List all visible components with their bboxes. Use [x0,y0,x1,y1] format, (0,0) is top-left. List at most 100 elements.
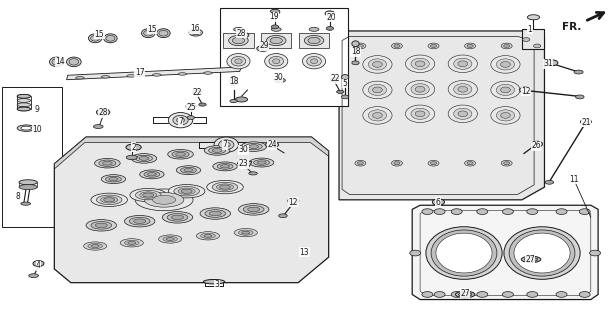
Ellipse shape [125,240,139,245]
Ellipse shape [52,59,62,65]
Ellipse shape [458,111,467,117]
Text: 22: 22 [330,74,340,83]
Ellipse shape [208,147,225,154]
Text: 13: 13 [299,248,309,257]
Ellipse shape [502,209,513,214]
Ellipse shape [431,162,437,165]
Ellipse shape [428,43,439,49]
Text: 15: 15 [95,30,104,39]
Ellipse shape [135,189,193,211]
Ellipse shape [331,77,339,82]
Text: 2: 2 [131,143,136,152]
Ellipse shape [496,84,514,95]
Ellipse shape [181,189,192,193]
Ellipse shape [527,15,540,20]
Ellipse shape [265,142,279,148]
Ellipse shape [243,205,264,213]
Ellipse shape [17,107,31,111]
Ellipse shape [453,108,472,119]
Ellipse shape [394,162,400,165]
Ellipse shape [222,142,230,147]
Text: 31: 31 [543,59,553,68]
Text: 12: 12 [521,87,531,96]
Ellipse shape [103,161,112,165]
Ellipse shape [99,160,116,166]
Ellipse shape [273,59,280,64]
Ellipse shape [166,237,174,240]
Text: 20: 20 [326,13,336,22]
Ellipse shape [500,87,510,93]
Ellipse shape [477,292,488,297]
Ellipse shape [136,190,161,200]
Ellipse shape [104,34,117,43]
Ellipse shape [502,292,513,297]
Ellipse shape [101,76,110,78]
Ellipse shape [307,56,321,66]
Ellipse shape [241,142,266,151]
Ellipse shape [491,107,520,124]
Ellipse shape [191,30,200,35]
Ellipse shape [106,176,122,182]
Ellipse shape [209,211,221,216]
Ellipse shape [130,188,167,202]
Ellipse shape [288,198,299,204]
Ellipse shape [109,178,118,181]
Ellipse shape [368,84,387,95]
Ellipse shape [168,149,193,159]
Text: 26: 26 [531,141,541,150]
Ellipse shape [269,56,284,66]
Ellipse shape [106,36,115,41]
Ellipse shape [579,209,590,214]
Ellipse shape [434,209,445,214]
Ellipse shape [17,99,31,102]
Ellipse shape [411,58,430,69]
Ellipse shape [230,100,237,103]
Ellipse shape [279,214,287,218]
Ellipse shape [200,233,215,238]
Ellipse shape [173,116,188,125]
Ellipse shape [579,292,590,297]
Ellipse shape [392,160,403,166]
Ellipse shape [453,58,472,69]
Text: 7: 7 [222,140,227,149]
Ellipse shape [235,97,247,102]
Ellipse shape [527,209,538,214]
Text: 30: 30 [273,73,283,82]
Text: 11: 11 [569,175,579,184]
Ellipse shape [142,29,155,38]
Ellipse shape [451,209,462,214]
Text: 15: 15 [147,25,156,34]
Ellipse shape [448,105,477,123]
Ellipse shape [86,220,117,231]
Ellipse shape [574,70,583,74]
Text: 23: 23 [238,159,248,168]
Ellipse shape [265,53,288,69]
Ellipse shape [196,232,219,240]
Ellipse shape [17,125,35,131]
Ellipse shape [120,239,144,247]
Ellipse shape [337,90,344,93]
Ellipse shape [130,217,150,225]
Ellipse shape [203,72,212,74]
Ellipse shape [95,158,120,168]
Text: 6: 6 [436,197,441,206]
Ellipse shape [144,30,153,36]
Ellipse shape [415,86,425,92]
Ellipse shape [238,204,269,215]
Ellipse shape [91,221,112,229]
Ellipse shape [163,212,192,223]
Polygon shape [339,31,544,200]
Ellipse shape [219,185,230,189]
Ellipse shape [448,81,477,98]
Ellipse shape [406,81,435,98]
Ellipse shape [352,41,359,47]
Ellipse shape [159,30,168,36]
Text: 25: 25 [186,103,196,112]
Ellipse shape [19,180,37,185]
Ellipse shape [274,78,285,83]
Ellipse shape [503,44,510,48]
Ellipse shape [97,109,110,116]
Ellipse shape [426,227,502,279]
Ellipse shape [477,209,488,214]
Ellipse shape [342,75,349,80]
